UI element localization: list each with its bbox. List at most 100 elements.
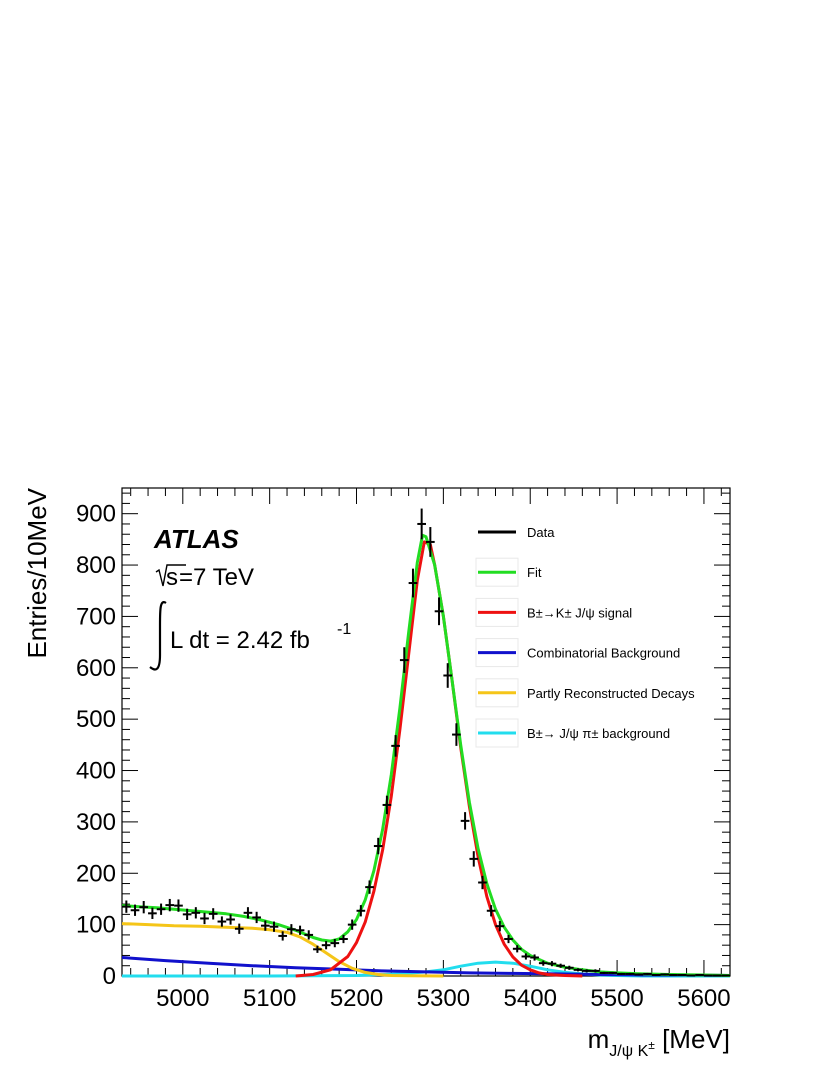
legend-label: Data [527,525,555,540]
legend-swatch-box [475,678,519,708]
data-point [617,972,626,975]
data-point [677,973,687,976]
y-axis-title: Entries/10MeV [22,487,52,658]
data-point [669,973,678,976]
legend-swatch-box [475,638,519,668]
y-tick-label: 800 [76,552,116,579]
legend-swatch-box [475,597,519,627]
legend-item-partly: Partly Reconstructed Decays [475,678,695,708]
data-point [130,904,140,916]
data-point [148,907,157,919]
x-axis-title-unit: [MeV] [655,1024,730,1054]
data-point [269,921,279,932]
data-point [382,795,392,815]
data-point [208,908,218,920]
data-point [634,973,644,976]
legend-label: Fit [527,565,542,580]
y-tick-label: 300 [76,809,116,836]
data-point [530,954,539,961]
data-point [460,812,470,830]
data-point [191,907,201,919]
data-point [399,647,409,673]
data-point [504,934,513,944]
luminosity-label: L dt = 2.42 fb -1 [149,601,351,671]
data-point [591,969,600,973]
data-point [356,905,366,917]
legend-label: B±→K± J/ψ signal [527,605,632,620]
data-point [486,905,496,917]
legend-item-combinatorial: Combinatorial Background [475,638,680,668]
legend-swatch-box [475,718,519,748]
y-tick-label: 700 [76,603,116,630]
data-point [217,916,227,927]
data-point [582,969,592,973]
data-point [243,907,253,919]
legend-swatch-box [475,557,519,587]
data-point [200,912,209,925]
data-point [469,851,479,867]
legend: Data Fit B±→K± J/ψ signal Combinatorial Bac… [475,525,695,748]
data-point [330,939,340,948]
data-point [599,971,609,974]
data-point [365,880,374,894]
data-point [260,920,270,931]
legend-item-signal: B±→K± J/ψ signal [475,597,632,627]
x-axis-title-main: m [588,1024,610,1054]
legend-item-fit: Fit [475,557,542,587]
data-point [313,945,322,953]
data-point [304,930,314,940]
data-point [573,968,583,972]
data-point [721,974,730,977]
data-point [434,597,444,626]
data-point [122,900,131,913]
legend-label: Combinatorial Background [527,646,680,661]
x-tick-label: 5000 [156,985,209,1012]
data-point [408,568,418,598]
y-tick-label: 500 [76,706,116,733]
data-point [339,934,348,944]
legend-label: B±→ J/ψ π± background [527,726,670,741]
data-point [712,974,722,977]
energy-label-sqrt: s [166,564,178,591]
data-point [651,973,661,976]
luminosity-label-main: L dt = 2.42 fb [170,627,310,654]
data-point [538,960,548,966]
data-point [252,911,261,924]
data-point [495,921,505,932]
experiment-label: ATLAS [153,524,239,554]
partly-curve [121,922,444,978]
data-point [660,973,670,976]
data-point [226,914,235,925]
data-point [139,901,149,914]
x-tick-label: 5300 [417,985,470,1012]
data-point [182,908,192,921]
x-axis-title: mJ/ψ K± [MeV] [588,1024,730,1060]
x-axis-title-sub: J/ψ K [609,1043,648,1060]
data-point [547,961,557,967]
data-point [556,963,565,968]
x-tick-label: 5100 [243,985,296,1012]
data-point [278,931,288,941]
integral-sign [149,601,167,671]
data-point [564,965,574,970]
data-point [478,875,487,890]
data-point [643,972,652,975]
data-point [391,735,400,757]
data-point [625,972,635,975]
data-point [703,974,713,977]
y-tick-label: 900 [76,501,116,528]
data-points [122,508,730,977]
data-point [174,899,183,912]
sqrt-sign [155,564,186,587]
x-tick-label: 5500 [590,985,643,1012]
x-tick-label: 5600 [677,985,730,1012]
data-point [695,973,704,976]
data-point [608,971,618,974]
data-point [321,941,331,950]
data-point [417,508,426,540]
data-point [347,919,357,930]
data-point [295,925,305,935]
axis-ticks [122,488,730,977]
data-point [287,924,296,935]
tick-labels: 5000 5100 5200 5300 5400 5500 5600 0 100 200 300 40… [76,501,731,1012]
